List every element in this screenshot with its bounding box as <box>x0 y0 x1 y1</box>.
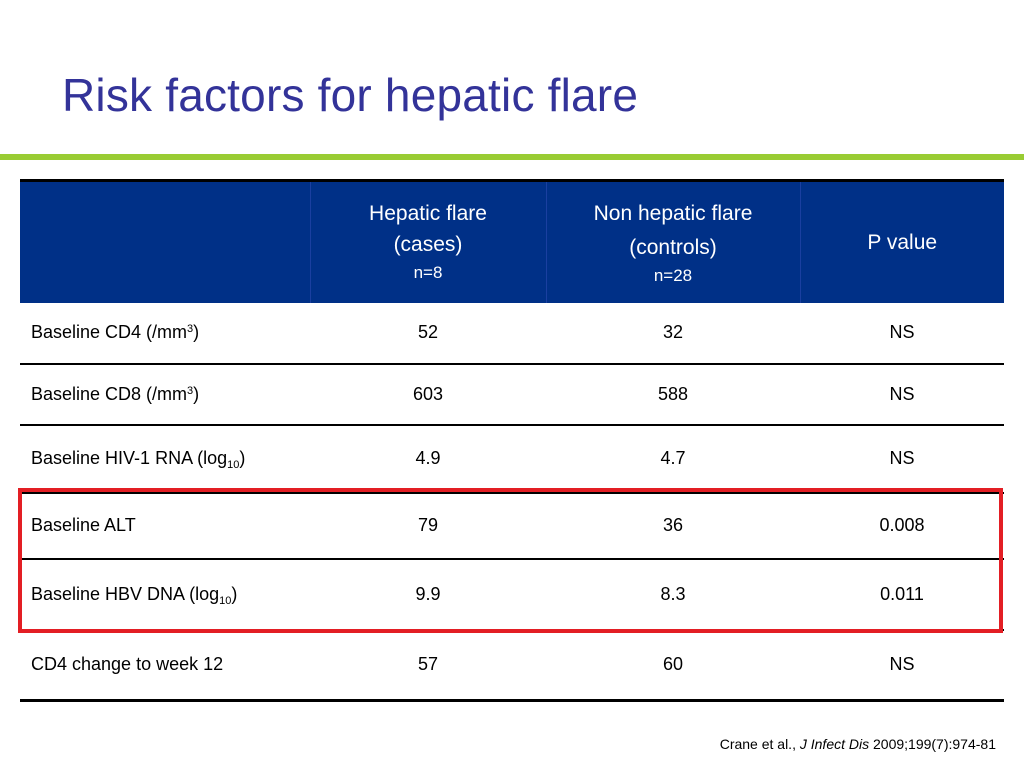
table-row: Baseline CD8 (/mm3) 603 588 NS <box>20 363 1004 426</box>
row-label-suffix: ) <box>231 583 238 604</box>
cell-p: NS <box>800 302 1004 365</box>
table-row: CD4 change to week 12 57 60 NS <box>20 629 1004 702</box>
significant-rows-highlight <box>18 488 1003 633</box>
cell-cases: 52 <box>310 302 546 365</box>
row-label-superscript: 3 <box>187 384 194 397</box>
citation-ref: 2009;199(7):974-81 <box>873 736 996 752</box>
risk-factor-table: Hepatic flare (cases) n=8 Non hepatic fl… <box>20 179 1004 702</box>
citation-authors: Crane et al., <box>719 736 796 752</box>
citation: Crane et al., J Infect Dis 2009;199(7):9… <box>720 736 996 752</box>
row-label-text: CD4 change to week 12 <box>31 654 224 675</box>
row-label: CD4 change to week 12 <box>20 629 310 702</box>
table-row: Baseline HIV-1 RNA (log10) 4.9 4.7 NS <box>20 424 1004 494</box>
row-label-text: Baseline ALT <box>31 515 136 535</box>
header-non-hepatic-flare: Non hepatic flare (controls) n=28 <box>546 180 801 303</box>
row-label-subscript: 10 <box>219 594 232 607</box>
row-label: Baseline CD8 (/mm3) <box>20 363 310 426</box>
header-non-hepatic-flare-n: n=28 <box>653 265 693 285</box>
cell-cases: 79 <box>310 492 546 560</box>
slide-title: Risk factors for hepatic flare <box>62 69 639 121</box>
cell-p: NS <box>800 424 1004 494</box>
citation-journal: J Infect Dis <box>799 736 870 752</box>
cell-cases: 9.9 <box>310 558 546 631</box>
row-label-superscript: 3 <box>187 323 194 335</box>
title-divider <box>0 154 1024 160</box>
cell-p: NS <box>800 629 1004 702</box>
header-hepatic-flare-line2: (cases) <box>393 233 463 257</box>
row-label-text: Baseline HIV-1 RNA (log <box>31 448 228 468</box>
row-label-suffix: ) <box>193 322 200 342</box>
header-empty-cell <box>20 180 311 303</box>
row-label-text: Baseline HBV DNA (log <box>31 583 220 604</box>
cell-p: 0.008 <box>800 492 1004 560</box>
table-row: Baseline ALT 79 36 0.008 <box>20 492 1004 560</box>
row-label-text: Baseline CD8 (/mm <box>31 383 188 404</box>
table-header-row: Hepatic flare (cases) n=8 Non hepatic fl… <box>20 180 1004 303</box>
table-row: Baseline HBV DNA (log10) 9.9 8.3 0.011 <box>20 558 1004 631</box>
row-label-text: Baseline CD4 (/mm <box>31 322 188 342</box>
row-label: Baseline HIV-1 RNA (log10) <box>20 424 310 494</box>
cell-controls: 36 <box>546 492 800 560</box>
cell-cases: 57 <box>310 629 546 702</box>
cell-controls: 8.3 <box>546 558 800 631</box>
cell-p: 0.011 <box>800 558 1004 631</box>
header-non-hepatic-flare-line1: Non hepatic flare <box>593 201 753 225</box>
row-label-suffix: ) <box>193 383 200 404</box>
table-row: Baseline CD4 (/mm3) 52 32 NS <box>20 302 1004 365</box>
row-label: Baseline HBV DNA (log10) <box>20 558 310 631</box>
header-hepatic-flare-line1: Hepatic flare <box>369 202 487 226</box>
cell-cases: 4.9 <box>310 424 546 494</box>
header-p-value: P value <box>867 230 938 254</box>
cell-controls: 60 <box>546 629 800 702</box>
cell-controls: 4.7 <box>546 424 800 494</box>
cell-controls: 32 <box>546 302 800 365</box>
row-label: Baseline ALT <box>20 492 310 560</box>
row-label-suffix: ) <box>239 448 246 468</box>
header-non-hepatic-flare-line2: (controls) <box>629 235 717 259</box>
cell-p: NS <box>800 363 1004 426</box>
row-label: Baseline CD4 (/mm3) <box>20 302 310 365</box>
header-hepatic-flare: Hepatic flare (cases) n=8 <box>310 180 547 303</box>
cell-cases: 603 <box>310 363 546 426</box>
cell-controls: 588 <box>546 363 800 426</box>
row-label-subscript: 10 <box>227 459 240 471</box>
header-hepatic-flare-n: n=8 <box>413 263 443 283</box>
